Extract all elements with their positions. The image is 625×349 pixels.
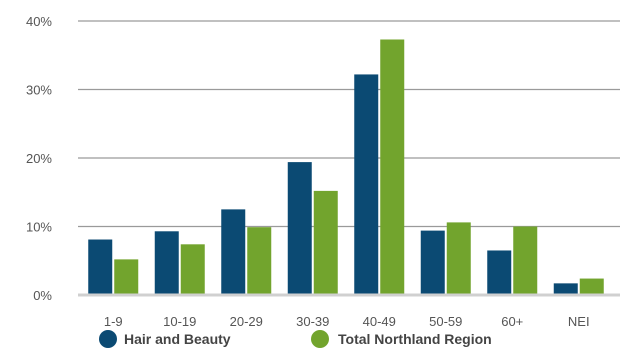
legend: Hair and Beauty Total Northland Region [99,330,492,348]
x-tick-label: 20-29 [230,314,263,329]
x-tick-label: NEI [568,314,590,329]
bar-hair-and-beauty-50-59 [420,230,445,294]
y-tick-label: 40% [26,14,52,29]
x-axis-ticks: 1-9 10-19 20-29 30-39 40-49 50-59 60+ NEI [104,314,590,329]
bars [88,39,604,294]
bar-hair-and-beauty-20-29 [221,209,246,294]
x-tick-label: 60+ [501,314,523,329]
y-axis-ticks: 0% 10% 20% 30% 40% [26,14,52,303]
legend-marker [311,330,329,348]
bar-hair-and-beauty-30-39 [287,162,312,294]
y-tick-label: 10% [26,220,52,235]
x-tick-label: 50-59 [429,314,462,329]
bar-hair-and-beauty-40-49 [354,74,379,294]
bar-total-northland-region-60+ [513,226,538,294]
bar-hair-and-beauty-1-9 [88,239,113,294]
legend-label: Total Northland Region [338,331,492,347]
x-tick-label: 1-9 [104,314,123,329]
bar-hair-and-beauty-10-19 [154,231,179,294]
bar-total-northland-region-20-29 [247,227,272,294]
bar-total-northland-region-40-49 [380,39,405,294]
bar-hair-and-beauty-60+ [487,250,512,294]
y-tick-label: 20% [26,151,52,166]
y-tick-label: 0% [33,288,52,303]
legend-marker [99,330,117,348]
bar-total-northland-region-1-9 [114,259,139,294]
bar-total-northland-region-NEI [579,278,604,294]
bar-total-northland-region-30-39 [313,190,338,294]
x-tick-label: 30-39 [296,314,329,329]
x-tick-label: 10-19 [163,314,196,329]
x-tick-label: 40-49 [363,314,396,329]
legend-label: Hair and Beauty [124,331,231,347]
bar-hair-and-beauty-NEI [553,283,578,294]
bar-total-northland-region-10-19 [180,244,205,294]
y-tick-label: 30% [26,83,52,98]
gridlines [78,20,620,297]
bar-total-northland-region-50-59 [446,222,471,294]
